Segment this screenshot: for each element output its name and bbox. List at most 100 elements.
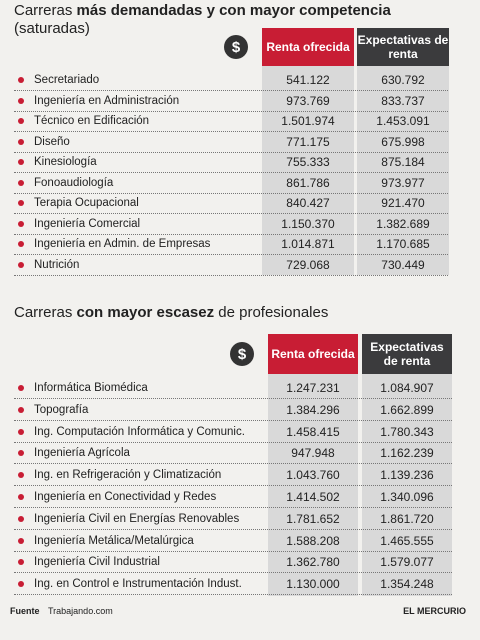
table-row: Diseño 771.175 675.998: [14, 132, 448, 153]
career-name: Ingeniería Metálica/Metalúrgica: [34, 534, 194, 547]
table-row: Ingeniería Comercial 1.150.370 1.382.689: [14, 214, 448, 235]
offered-value: 947.948: [291, 446, 335, 461]
career-name: Técnico en Edificación: [34, 115, 150, 127]
offered-value: 541.122: [286, 73, 330, 87]
header-expected: Expectativas de renta: [357, 28, 449, 66]
bullet: [18, 179, 24, 186]
career-name: Fonoaudiología: [34, 176, 114, 189]
section-title: Carreras con mayor escasez de profesiona…: [14, 304, 454, 322]
section-title: Carreras más demandadas y con mayor comp…: [14, 2, 454, 38]
expected-value: 1.170.685: [376, 237, 430, 251]
table-row: Ingeniería en Administración 973.769 833.7…: [14, 91, 448, 112]
bullet: [18, 159, 24, 165]
column-bg: [268, 334, 358, 596]
footer-label: Fuente: [10, 606, 40, 616]
expected-value: 1.354.248: [380, 577, 434, 592]
career-name: Ingeniería Civil Industrial: [34, 556, 160, 569]
career-name: Ingeniería Civil en Energías Renovables: [34, 512, 240, 525]
currency-icon: $: [230, 342, 254, 366]
bullet: [18, 559, 24, 566]
career-name: Ing. en Refrigeración y Climatización: [34, 469, 222, 482]
expected-value: 1.662.899: [380, 402, 434, 417]
career-name: Ingeniería en Conectividad y Redes: [34, 491, 217, 503]
bullet: [18, 200, 24, 206]
offered-value: 861.786: [286, 175, 330, 190]
expected-value: 730.449: [381, 257, 425, 272]
offered-value: 755.333: [286, 155, 330, 169]
table-row: Ingeniería Metálica/Metalúrgica 1.588.208…: [14, 531, 452, 552]
offered-value: 729.068: [286, 257, 330, 272]
bullet: [18, 118, 24, 124]
title-pre: Carreras: [14, 304, 77, 321]
bullet: [18, 472, 24, 479]
footer-brand: EL MERCURIO: [403, 606, 466, 616]
header-offered: Renta ofrecida: [268, 334, 358, 374]
offered-value: 1.362.780: [286, 555, 340, 570]
currency-icon: $: [224, 35, 248, 59]
career-name: Diseño: [34, 135, 70, 148]
bullet: [18, 450, 24, 457]
career-name: Ingeniería en Administración: [34, 94, 180, 107]
footer-source: Trabajando.com: [48, 606, 113, 616]
table-row: Ing. en Refrigeración y Climatización 1.0…: [14, 465, 452, 487]
offered-value: 1.781.652: [286, 511, 340, 526]
expected-value: 921.470: [381, 196, 425, 210]
offered-value: 1.384.296: [286, 402, 340, 417]
bullet: [18, 406, 24, 413]
bullet: [18, 77, 24, 83]
career-name: Ing. en Control e Instrumentación Indust…: [34, 578, 242, 591]
table-row: Ingeniería en Admin. de Empresas 1.014.87…: [14, 234, 448, 255]
expected-value: 1.139.236: [380, 468, 434, 483]
bullet: [18, 261, 24, 268]
career-name: Topografía: [34, 403, 89, 416]
bullet: [18, 97, 24, 104]
column-bg: [362, 334, 452, 596]
bullet: [18, 385, 24, 391]
career-name: Terapia Ocupacional: [34, 197, 139, 209]
career-name: Secretariado: [34, 74, 100, 86]
title-pre: Carreras: [14, 2, 77, 19]
bullet: [18, 428, 24, 435]
offered-value: 1.150.370: [281, 216, 335, 231]
offered-value: 973.769: [286, 93, 330, 108]
table-row: Terapia Ocupacional 840.427 921.470: [14, 193, 448, 214]
table-row: Ingeniería Agrícola 947.948 1.162.239: [14, 443, 452, 465]
header-expected: Expectativas de renta: [362, 334, 452, 374]
bullet: [18, 241, 24, 247]
bullet: [18, 537, 24, 544]
table-row: Topografía 1.384.296 1.662.899: [14, 400, 452, 421]
offered-value: 1.130.000: [286, 577, 340, 592]
table-row: Fonoaudiología 861.786 973.977: [14, 173, 448, 194]
expected-value: 1.579.077: [380, 555, 434, 570]
expected-value: 833.737: [381, 93, 425, 108]
table-row: Nutrición 729.068 730.449: [14, 255, 448, 276]
offered-value: 1.014.871: [281, 237, 335, 251]
table-row: Informática Biomédica 1.247.231 1.084.907: [14, 378, 452, 399]
expected-value: 1.861.720: [380, 511, 434, 526]
table-row: Técnico en Edificación 1.501.974 1.453.091: [14, 111, 448, 132]
table-row: Kinesiología 755.333 875.184: [14, 152, 448, 173]
expected-value: 675.998: [381, 134, 425, 149]
expected-value: 1.780.343: [380, 424, 434, 439]
offered-value: 1.414.502: [286, 490, 340, 504]
table-row: Ing. Computación Informática y Comunic. 1…: [14, 422, 452, 443]
bullet: [18, 581, 24, 588]
table-row: Ing. en Control e Instrumentación Indust…: [14, 574, 452, 596]
bullet: [18, 494, 24, 500]
title-post: de profesionales: [214, 304, 329, 321]
career-name: Ing. Computación Informática y Comunic.: [34, 425, 245, 438]
bullet: [18, 220, 24, 227]
bullet: [18, 138, 24, 145]
header-offered: Renta ofrecida: [262, 28, 354, 66]
expected-value: 1.465.555: [380, 533, 434, 548]
expected-value: 973.977: [381, 175, 425, 190]
expected-value: 1.162.239: [380, 446, 434, 461]
bullet: [18, 515, 24, 522]
offered-value: 771.175: [286, 134, 330, 149]
expected-value: 1.382.689: [376, 216, 430, 231]
title-bold: con mayor escasez: [76, 304, 215, 321]
expected-value: 1.340.096: [380, 490, 434, 504]
table-row: Ingeniería Civil Industrial 1.362.780 1.57…: [14, 552, 452, 574]
title-bold: más demandadas y con mayor competencia: [76, 2, 391, 19]
